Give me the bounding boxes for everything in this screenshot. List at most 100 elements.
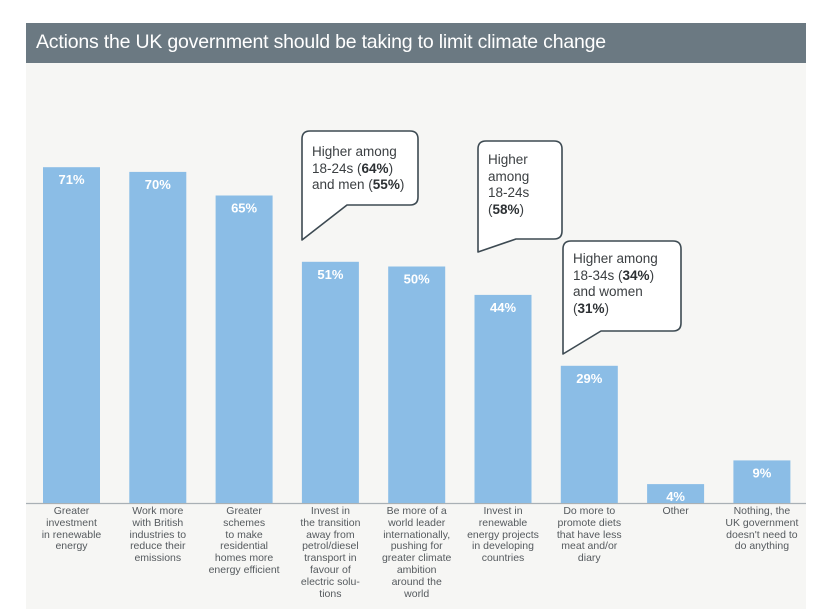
chart-panel: Actions the UK government should be taki… xyxy=(26,23,806,609)
callout-highlight-value: 64% xyxy=(361,160,389,176)
chart-title: Actions the UK government should be taki… xyxy=(36,31,606,53)
category-label-line: industries to xyxy=(129,528,187,541)
category-label-line: to make xyxy=(225,528,263,541)
callout-highlight-value: 58% xyxy=(492,201,520,217)
callout-bubble xyxy=(301,130,419,241)
callout-segment: ( xyxy=(573,300,578,316)
bar-value-label: 50% xyxy=(404,272,430,287)
callout-text: Higher among 18-24s (64%) and men (55%) xyxy=(312,144,404,194)
callout-line: 18-24s xyxy=(488,185,529,202)
bar xyxy=(647,484,705,503)
callout-segment: ( xyxy=(488,201,493,217)
category-label-line: in developing xyxy=(472,540,534,553)
category-label: Greater schemes to make residential homes mo… xyxy=(201,505,287,577)
bar xyxy=(43,167,100,503)
category-label-line: away from xyxy=(306,528,355,541)
category-label-line: with British xyxy=(132,516,184,529)
callout-segment: Higher xyxy=(488,152,528,167)
bar-value-label: 71% xyxy=(58,172,84,187)
callout-segment: ) xyxy=(649,267,655,283)
bar-value-label: 44% xyxy=(490,300,516,315)
category-label: Invest in the transition away from petrol/d… xyxy=(287,505,373,600)
callout-segment: ) xyxy=(519,201,525,217)
callout-line: and men (55%) xyxy=(312,177,404,194)
chart-header: Actions the UK government should be taki… xyxy=(26,23,806,63)
callout-segment: and men ( xyxy=(312,177,373,192)
callout-segment: Higher among xyxy=(312,144,397,159)
category-label-line: diary xyxy=(577,552,601,565)
category-label-line: ambition xyxy=(396,563,437,576)
category-label-line: doesn't need to xyxy=(726,528,798,541)
category-label-line: residential xyxy=(220,540,269,553)
category-label-line: Other xyxy=(662,505,689,517)
category-label-line: the transition xyxy=(300,516,361,529)
category-label-line: Greater xyxy=(53,505,90,517)
callout-segment: among xyxy=(488,168,530,184)
bar-value-label: 65% xyxy=(231,201,257,216)
category-label-line: do anything xyxy=(734,540,790,553)
callout-bubble xyxy=(477,140,563,253)
category-label-line: Greater xyxy=(226,505,262,517)
callout-segment: Higher among xyxy=(573,251,658,266)
callout-segment: and women xyxy=(573,284,643,299)
category-label-line: Do more to xyxy=(563,505,616,517)
bar xyxy=(733,460,791,503)
category-label-line: world leader xyxy=(388,516,446,529)
category-label-line: renewable xyxy=(478,516,528,529)
category-label-line: electric solu- xyxy=(300,575,360,588)
category-label-line: Invest in xyxy=(310,505,350,517)
category-label-line: schemes xyxy=(223,516,266,529)
callout-segment: 18-24s ( xyxy=(312,160,362,176)
category-label-line: Nothing, the xyxy=(733,505,791,517)
callout-highlight-value: 55% xyxy=(372,177,400,192)
bar xyxy=(560,365,618,503)
category-label-line: meat and/or xyxy=(561,540,618,553)
category-label-line: reduce their xyxy=(130,540,186,553)
callout-segment: ) xyxy=(604,300,610,316)
category-label-line: energy xyxy=(55,540,88,553)
bar-value-label: 4% xyxy=(666,489,685,504)
bar xyxy=(215,195,273,503)
callout-line: among xyxy=(488,169,529,186)
category-label: Nothing, the UK government doesn't need to… xyxy=(719,505,805,553)
category-label: Other xyxy=(633,505,719,518)
bar-value-label: 70% xyxy=(145,177,171,192)
category-label-line: in renewable xyxy=(41,528,102,541)
bar xyxy=(301,261,359,503)
category-label: Be more of a world leader internationally,… xyxy=(374,505,460,600)
bar-value-label: 51% xyxy=(317,267,343,282)
category-label-line: energy efficient xyxy=(208,563,280,576)
callout-line: Higher among xyxy=(312,144,404,161)
category-label-line: UK government xyxy=(725,516,799,529)
category-label-line: emissions xyxy=(134,552,182,565)
callout-text: Higher among 18-34s (34%) and women (31%) xyxy=(573,251,658,317)
callout-line: Higher among xyxy=(573,251,658,268)
category-label-line: energy projects xyxy=(467,528,539,541)
category-label-line: petrol/diesel xyxy=(302,540,359,553)
callout-bubble xyxy=(562,240,682,355)
callout-segment: 18-24s xyxy=(488,185,530,200)
callout-line: (31%) xyxy=(573,301,658,318)
category-label-line: Work more xyxy=(132,505,184,517)
category-label-line: favour of xyxy=(309,563,351,576)
category-label-line: pushing for xyxy=(390,540,443,553)
callout-highlight-value: 31% xyxy=(577,300,605,316)
category-label-line: greater climate xyxy=(381,552,452,565)
callout-line: 18-24s (64%) xyxy=(312,161,404,178)
category-label-line: transport in xyxy=(304,552,357,565)
category-label-line: investment xyxy=(46,516,97,529)
callout-highlight-value: 34% xyxy=(622,267,650,283)
category-label-line: around the xyxy=(391,575,442,588)
category-label-line: tions xyxy=(319,587,342,600)
category-label: Greater investment in renewable energy xyxy=(29,505,115,553)
category-label-line: promote diets xyxy=(557,516,622,529)
category-label: Work more with British industries to reduce… xyxy=(115,505,201,565)
category-label-line: Be more of a xyxy=(386,505,447,517)
category-label-line: world xyxy=(404,587,430,600)
callout-line: Higher xyxy=(488,152,529,169)
category-label: Do more to promote diets that have less mea… xyxy=(546,505,632,565)
category-label-line: homes more xyxy=(214,552,274,565)
category-label-line: countries xyxy=(481,552,525,565)
category-label-line: that have less xyxy=(556,528,622,541)
callout-segment: ) xyxy=(399,177,405,192)
